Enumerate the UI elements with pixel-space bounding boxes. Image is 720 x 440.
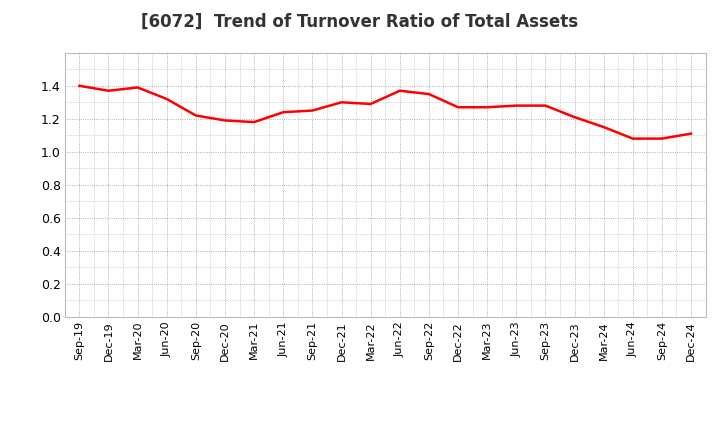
Text: [6072]  Trend of Turnover Ratio of Total Assets: [6072] Trend of Turnover Ratio of Total … bbox=[141, 13, 579, 31]
